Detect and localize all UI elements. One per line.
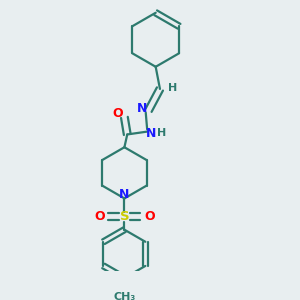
Text: N: N [146,127,156,140]
Text: S: S [120,210,129,224]
Text: H: H [168,82,177,92]
Text: O: O [94,210,105,224]
Text: N: N [119,188,130,201]
Text: H: H [157,128,166,138]
Text: O: O [144,210,155,224]
Text: N: N [137,101,148,115]
Text: CH₃: CH₃ [113,292,136,300]
Text: O: O [112,106,123,120]
